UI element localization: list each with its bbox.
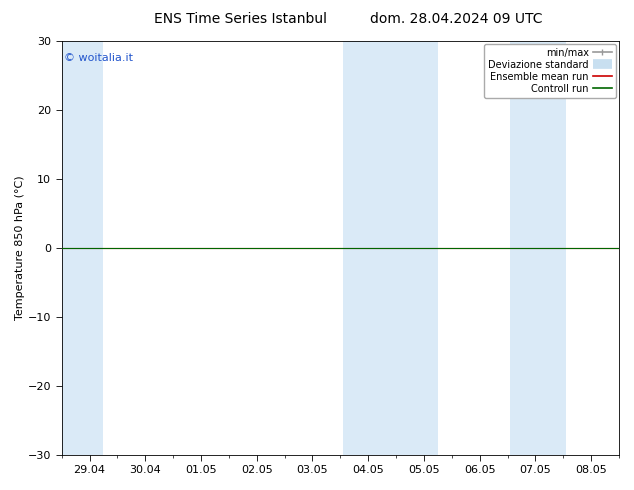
Text: © woitalia.it: © woitalia.it	[65, 53, 134, 64]
Legend: min/max, Deviazione standard, Ensemble mean run, Controll run: min/max, Deviazione standard, Ensemble m…	[484, 44, 616, 98]
Text: dom. 28.04.2024 09 UTC: dom. 28.04.2024 09 UTC	[370, 12, 543, 26]
Bar	[343, 41, 371, 455]
Y-axis label: Temperature 850 hPa (°C): Temperature 850 hPa (°C)	[15, 175, 25, 320]
Bar	[371, 41, 438, 455]
Bar	[538, 41, 566, 455]
Text: ENS Time Series Istanbul: ENS Time Series Istanbul	[155, 12, 327, 26]
Bar	[510, 41, 538, 455]
Bar	[61, 41, 103, 455]
